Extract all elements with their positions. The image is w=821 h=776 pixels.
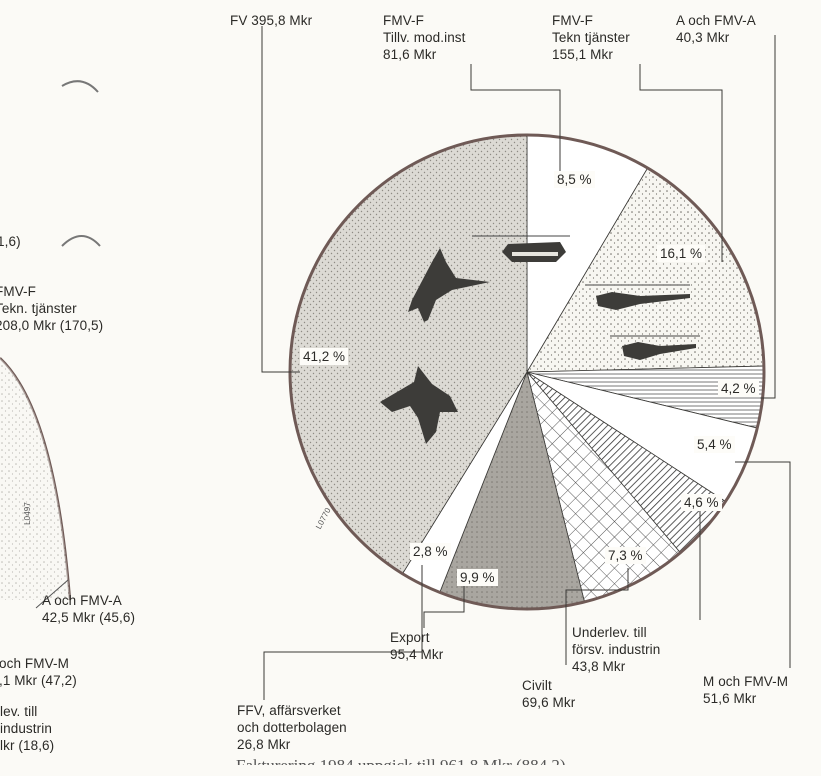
- label-fmvf-tekn-line1: FMV-F: [552, 13, 593, 28]
- leader-a: [760, 35, 776, 399]
- fighter-jet-silhouette: [408, 248, 490, 322]
- label-fmvf-tillv-line3: 81,6 Mkr: [383, 47, 437, 62]
- label-underlev-line2: försv. industrin: [572, 642, 661, 657]
- left-fmvf-line1: FMV-F: [0, 284, 36, 299]
- label-fmvf-tillv-line1: FMV-F: [383, 13, 424, 28]
- label-fv-line: FV 395,8 Mkr: [230, 13, 313, 28]
- label-civilt-line2: 69,6 Mkr: [522, 695, 576, 710]
- left-mfmvm-line1: och FMV-M: [0, 656, 69, 671]
- left-fragment-graphics: [0, 80, 101, 609]
- label-civilt-line1: Civilt: [522, 678, 552, 693]
- pct-label-civilt: 7,3 %: [605, 547, 646, 564]
- label-mfmvm-line1: M och FMV-M: [703, 674, 789, 689]
- left-label-a-och-fmv-a: A och FMV-A 42,5 Mkr (45,6): [42, 592, 135, 626]
- left-underlev-line1: lev. till: [0, 704, 38, 719]
- left-mfmvm-line2: ,1 Mkr (47,2): [0, 673, 77, 688]
- label-fmv-f-tillv: FMV-F Tillv. mod.inst 81,6 Mkr: [383, 12, 466, 63]
- pct-label-a: 4,2 %: [718, 380, 759, 397]
- leader-export: [423, 586, 465, 628]
- leader-civilt: [565, 568, 629, 665]
- left-afmva-line1: A och FMV-A: [42, 593, 122, 608]
- left-afmva-line2: 42,5 Mkr (45,6): [42, 610, 136, 625]
- left-label-m-och-fmv-m: och FMV-M ,1 Mkr (47,2): [0, 655, 77, 689]
- bottom-caption-cut: Fakturering 1984 uppgick till 961,8 Mkr …: [236, 756, 566, 775]
- aircraft-illustration: [380, 235, 700, 444]
- label-mfmvm-line2: 51,6 Mkr: [703, 691, 757, 706]
- label-export-line1: Export: [390, 630, 430, 645]
- leader-m: [735, 461, 791, 668]
- leader-fv: [261, 26, 300, 373]
- pct-label-m: 5,4 %: [694, 436, 735, 453]
- label-fmvf-tekn-line2: Tekn tjänster: [552, 30, 630, 45]
- label-a-och-fmv-a: A och FMV-A 40,3 Mkr: [676, 12, 756, 46]
- left-fmvf-line3: 208,0 Mkr (170,5): [0, 318, 104, 333]
- label-export-line2: 95,4 Mkr: [390, 647, 444, 662]
- left-underlev-line2: industrin: [0, 721, 52, 736]
- label-afmva-line1: A och FMV-A: [676, 13, 756, 28]
- leader-tekn: [639, 64, 723, 262]
- leader-ffv: [263, 565, 423, 700]
- leader-tillv: [470, 64, 561, 175]
- left-partial-value: 1,6): [0, 234, 21, 249]
- label-afmva-line2: 40,3 Mkr: [676, 30, 730, 45]
- label-ffv-line2: och dotterbolagen: [237, 720, 347, 735]
- label-fmv-f-tekn: FMV-F Tekn tjänster 155,1 Mkr: [552, 12, 630, 63]
- fighter-jet-silhouette-2: [380, 366, 458, 444]
- left-underlev-line3: lkr (18,6): [0, 738, 55, 753]
- label-fv: FV 395,8 Mkr: [230, 12, 312, 29]
- pie-chart: [288, 133, 766, 611]
- label-underlev: Underlev. till försv. industrin 43,8 Mkr: [572, 624, 660, 675]
- pct-label-tekn: 16,1 %: [657, 245, 706, 262]
- pct-label-ffv: 2,8 %: [410, 543, 451, 560]
- helicopter-right-2: [610, 335, 700, 360]
- left-chart-code: L0497: [22, 502, 32, 525]
- label-export: Export 95,4 Mkr: [390, 629, 443, 663]
- helicopter-chinook: [472, 235, 570, 262]
- leader-lines: [261, 26, 791, 700]
- label-underlev-line1: Underlev. till: [572, 625, 647, 640]
- left-label-fmv-f: FMV-F Tekn. tjänster 208,0 Mkr (170,5): [0, 283, 103, 334]
- label-ffv-line1: FFV, affärsverket: [237, 703, 341, 718]
- label-ffv-line3: 26,8 Mkr: [237, 737, 291, 752]
- label-fmvf-tillv-line2: Tillv. mod.inst: [383, 30, 466, 45]
- label-ffv: FFV, affärsverket och dotterbolagen 26,8…: [237, 702, 347, 753]
- helicopter-right-1: [585, 284, 690, 310]
- left-label-underlev: lev. till industrin lkr (18,6): [0, 703, 54, 754]
- label-underlev-line3: 43,8 Mkr: [572, 659, 626, 674]
- pct-label-export: 9,9 %: [457, 569, 498, 586]
- label-fmvf-tekn-line3: 155,1 Mkr: [552, 47, 613, 62]
- pct-label-tillv: 8,5 %: [554, 171, 595, 188]
- pct-label-underlev: 4,6 %: [681, 494, 722, 511]
- pct-label-fv: 41,2 %: [300, 348, 349, 365]
- label-civilt: Civilt 69,6 Mkr: [522, 677, 575, 711]
- label-m-och-fmv-m: M och FMV-M 51,6 Mkr: [703, 673, 788, 707]
- left-fmvf-line2: Tekn. tjänster: [0, 301, 77, 316]
